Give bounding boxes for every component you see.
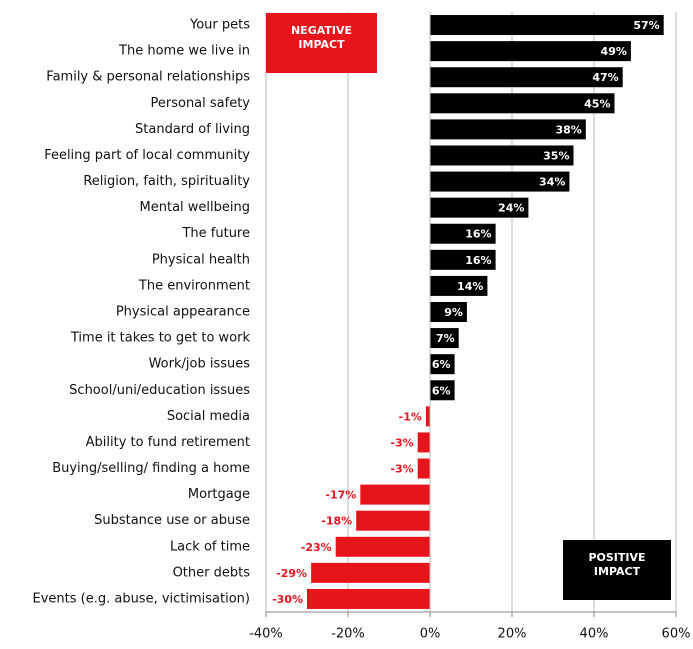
bar bbox=[430, 223, 496, 244]
bar bbox=[430, 275, 488, 296]
bar bbox=[430, 67, 623, 88]
bar bbox=[425, 406, 430, 427]
value-label: 47% bbox=[592, 71, 618, 84]
x-tick-label: -20% bbox=[331, 627, 365, 642]
value-label: 14% bbox=[457, 280, 483, 293]
annotation-box bbox=[266, 13, 377, 73]
value-label: 9% bbox=[444, 306, 463, 319]
x-tick-label: -40% bbox=[249, 627, 283, 642]
x-tick-label: 0% bbox=[420, 627, 441, 642]
value-label: 16% bbox=[465, 228, 491, 241]
bar bbox=[430, 354, 455, 375]
annotation-text: IMPACT bbox=[594, 565, 641, 578]
value-label: -3% bbox=[390, 463, 413, 476]
value-label: 49% bbox=[601, 45, 627, 58]
annotation-text: POSITIVE bbox=[588, 551, 645, 564]
x-tick-label: 40% bbox=[580, 627, 609, 642]
value-label: 7% bbox=[436, 332, 455, 345]
value-label: -18% bbox=[321, 515, 352, 528]
annotation-text: IMPACT bbox=[298, 38, 345, 51]
bar bbox=[430, 93, 615, 114]
category-label: Physical health bbox=[152, 252, 250, 267]
category-label: Social media bbox=[167, 409, 250, 424]
category-label: Physical appearance bbox=[116, 305, 250, 320]
bar bbox=[430, 302, 467, 322]
annotation-box bbox=[563, 540, 671, 600]
category-label: The environment bbox=[138, 278, 250, 293]
category-label: Religion, faith, spirituality bbox=[83, 174, 250, 189]
value-label: 24% bbox=[498, 202, 524, 215]
bar bbox=[430, 380, 455, 401]
value-label: 45% bbox=[584, 97, 610, 110]
category-label: The home we live in bbox=[118, 44, 250, 59]
x-tick-label: 60% bbox=[662, 627, 691, 642]
value-label: 34% bbox=[539, 176, 565, 189]
category-label: School/uni/education issues bbox=[69, 383, 250, 398]
category-label: Other debts bbox=[173, 565, 251, 580]
value-label: 35% bbox=[543, 149, 569, 162]
value-label: -1% bbox=[399, 410, 422, 423]
category-label: Events (e.g. abuse, victimisation) bbox=[32, 591, 250, 606]
bar bbox=[311, 562, 430, 583]
value-label: -23% bbox=[301, 541, 332, 554]
category-label: Your pets bbox=[189, 18, 250, 33]
annotation-text: NEGATIVE bbox=[291, 24, 352, 37]
category-label: Buying/selling/ finding a home bbox=[52, 461, 250, 476]
bar bbox=[335, 536, 430, 557]
bar bbox=[430, 171, 570, 192]
value-label: -30% bbox=[272, 593, 303, 606]
value-label: 38% bbox=[555, 123, 581, 136]
value-label: 6% bbox=[432, 358, 451, 371]
bar bbox=[307, 588, 430, 609]
x-tick-label: 20% bbox=[498, 627, 527, 642]
category-label: Work/job issues bbox=[149, 357, 251, 372]
category-label: Family & personal relationships bbox=[46, 70, 250, 85]
category-label: Feeling part of local community bbox=[44, 148, 250, 163]
value-label: -29% bbox=[276, 567, 307, 580]
bar bbox=[430, 15, 664, 36]
bar bbox=[417, 432, 430, 453]
category-label: Time it takes to get to work bbox=[70, 331, 251, 346]
bar bbox=[360, 484, 430, 505]
value-label: 6% bbox=[432, 384, 451, 397]
category-label: Standard of living bbox=[135, 122, 250, 137]
category-label: Lack of time bbox=[170, 539, 250, 554]
value-label: 16% bbox=[465, 254, 491, 267]
bar bbox=[430, 119, 586, 140]
bar bbox=[430, 328, 459, 349]
bar bbox=[430, 197, 529, 218]
bar bbox=[430, 41, 631, 62]
value-label: -17% bbox=[325, 489, 356, 502]
category-label: Ability to fund retirement bbox=[86, 435, 250, 450]
bar bbox=[356, 510, 430, 531]
bar bbox=[430, 249, 496, 270]
category-label: Personal safety bbox=[151, 96, 251, 111]
value-label: -3% bbox=[390, 436, 413, 449]
category-label: The future bbox=[181, 226, 250, 241]
bar bbox=[430, 145, 574, 166]
value-label: 57% bbox=[633, 19, 659, 32]
category-label: Substance use or abuse bbox=[94, 513, 250, 528]
category-label: Mortgage bbox=[188, 487, 250, 502]
bar bbox=[417, 458, 430, 479]
category-label: Mental wellbeing bbox=[140, 200, 250, 215]
